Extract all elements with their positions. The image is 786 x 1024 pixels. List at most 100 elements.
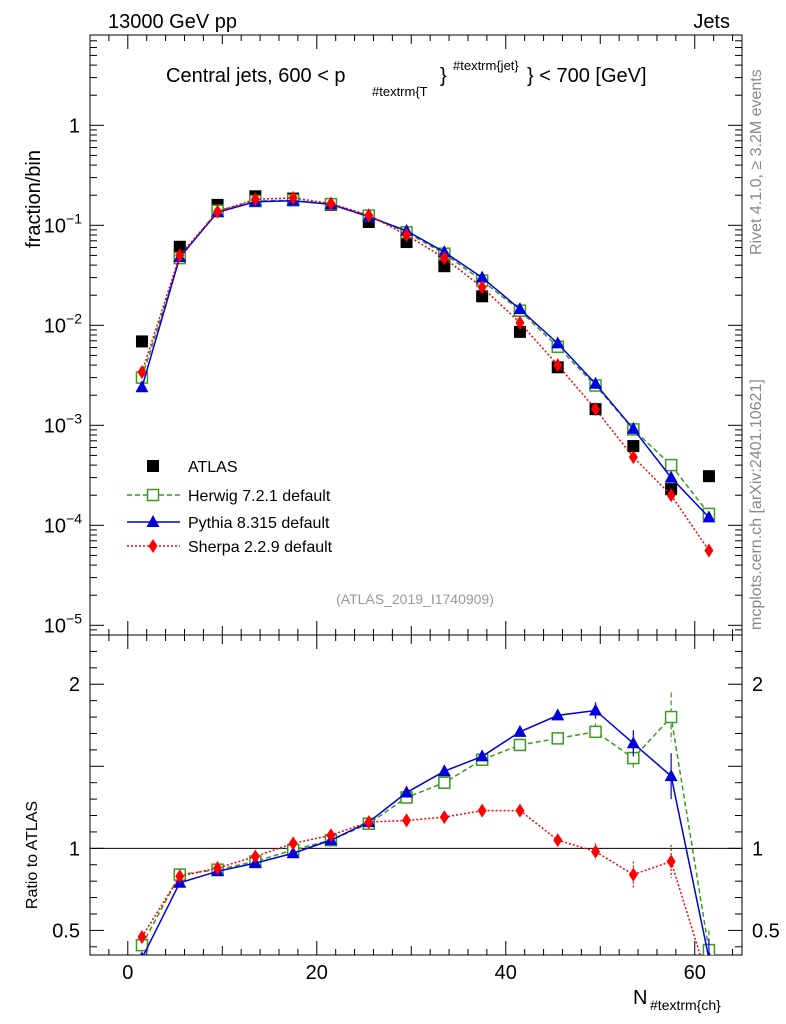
ratio-point-sherpa <box>477 803 487 818</box>
top-point-atlas <box>513 325 526 338</box>
bottom-ylabel: Ratio to ATLAS <box>24 801 41 909</box>
bottom-xtick-label: 60 <box>684 962 706 984</box>
ratio-line-pythia <box>142 709 710 955</box>
top-point-sherpa <box>553 358 563 373</box>
ratio-point-sherpa <box>591 844 601 859</box>
bottom-ytick-label: 1 <box>69 838 80 860</box>
ratio-point-pythia <box>551 708 565 721</box>
ratio-point-pythia <box>286 846 300 859</box>
top-point-sherpa <box>591 402 601 417</box>
title-post: } < 700 [GeV] <box>527 65 647 87</box>
top-point-sherpa <box>628 450 638 465</box>
ratio-point-sherpa <box>439 810 449 825</box>
title-brace: } <box>440 65 447 87</box>
ratio-point-herwig <box>664 710 678 724</box>
legend-label-pythia: Pythia 8.315 default <box>188 515 330 532</box>
side-label-mcplots: mcplots.cern.ch [arXiv:2401.10621] <box>748 379 765 630</box>
header-right: Jets <box>693 11 730 33</box>
top-ylabel: fraction/bin <box>23 150 45 248</box>
bottom-ytick-label-right: 2 <box>752 674 763 696</box>
ratio-point-pythia <box>706 951 711 955</box>
x-axis-label: N #textrm{ch} <box>633 987 721 1013</box>
top-point-atlas <box>476 290 489 303</box>
header-left: 13000 GeV pp <box>108 11 237 33</box>
top-point-sherpa <box>666 488 676 503</box>
top-point-sherpa <box>175 248 185 263</box>
top-ytick-label: 1 <box>69 115 80 137</box>
xlabel-sub: #textrm{ch} <box>650 997 721 1013</box>
top-panel-axes: 1 10−1 10−2 10−3 10−4 10−5 <box>44 34 743 637</box>
top-line-sherpa <box>141 197 710 551</box>
top-point-pythia <box>626 421 640 434</box>
bottom-frame <box>89 634 743 956</box>
ratio-point-pythia <box>626 736 640 749</box>
title-sub: #textrm{T <box>372 84 428 99</box>
bottom-ytick-label: 0.5 <box>52 920 80 942</box>
legend-marker-atlas <box>147 460 159 472</box>
ratio-point-herwig <box>589 725 602 739</box>
ratio-point-sherpa <box>364 815 374 830</box>
title-sup: #textrm{jet} <box>453 58 519 73</box>
legend: ATLAS Herwig 7.2.1 default Pythia 8.315 de… <box>127 459 333 556</box>
ratio-point-pythia <box>513 724 527 737</box>
top-point-atlas <box>702 470 715 483</box>
top-point-pythia <box>437 245 451 258</box>
top-ytick-label: 10−3 <box>44 410 82 437</box>
top-point-atlas <box>135 335 148 348</box>
ratio-point-pythia <box>437 764 451 777</box>
bottom-xtick-label: 20 <box>306 962 328 984</box>
top-point-atlas <box>400 236 413 249</box>
top-point-pythia <box>664 470 678 483</box>
ratio-point-herwig <box>551 732 564 745</box>
bottom-ytick-label: 2 <box>69 674 80 696</box>
ratio-point-sherpa <box>515 803 525 818</box>
ratio-line-herwig <box>141 715 710 951</box>
top-point-pythia <box>702 510 716 523</box>
bottom-xtick-label: 40 <box>495 962 517 984</box>
ratio-point-herwig <box>438 776 451 789</box>
ratio-point-pythia <box>589 703 603 716</box>
legend-label-sherpa: Sherpa 2.2.9 default <box>188 539 333 556</box>
top-panel-series <box>135 190 716 558</box>
top-point-atlas <box>438 260 451 273</box>
legend-label-herwig: Herwig 7.2.1 default <box>188 488 331 505</box>
top-point-sherpa <box>402 228 412 242</box>
bottom-xtick-label: 0 <box>122 962 133 984</box>
ratio-point-sherpa <box>666 854 676 869</box>
legend-marker-sherpa <box>148 539 158 553</box>
top-point-sherpa <box>288 190 298 205</box>
ratio-point-pythia <box>475 749 489 762</box>
ratio-point-sherpa <box>250 849 260 864</box>
legend-marker-herwig <box>146 488 160 502</box>
ratio-point-sherpa <box>288 836 298 851</box>
top-ytick-label: 10−4 <box>44 510 82 537</box>
top-point-herwig <box>664 458 678 472</box>
top-point-sherpa <box>477 280 487 295</box>
top-point-pythia <box>135 380 149 393</box>
top-line-pythia <box>141 200 710 518</box>
top-ytick-label: 10−1 <box>44 210 82 237</box>
top-point-sherpa <box>364 208 374 223</box>
ratio-point-sherpa <box>402 813 412 828</box>
xlabel-main: N <box>633 987 647 1009</box>
top-point-sherpa <box>213 204 223 219</box>
ratio-point-sherpa <box>628 867 638 882</box>
top-line-herwig <box>141 199 710 515</box>
top-point-pythia <box>551 336 565 349</box>
top-point-sherpa <box>250 192 260 207</box>
analysis-watermark: (ATLAS_2019_I1740909) <box>336 591 494 607</box>
top-point-sherpa <box>515 315 525 330</box>
top-point-pythia <box>475 270 489 283</box>
legend-label-atlas: ATLAS <box>188 459 238 476</box>
ratio-point-pythia <box>664 769 678 782</box>
bottom-panel-series <box>135 692 716 955</box>
top-point-atlas <box>627 440 640 453</box>
bottom-ytick-label-right: 0.5 <box>752 920 780 942</box>
ratio-point-sherpa <box>553 833 563 848</box>
plot-title: Central jets, 600 < p #textrm{T } #textr… <box>166 58 647 99</box>
top-ytick-label: 10−5 <box>44 610 82 637</box>
top-point-sherpa <box>704 543 714 558</box>
ratio-point-herwig <box>513 738 527 752</box>
ratio-point-sherpa <box>137 929 147 944</box>
